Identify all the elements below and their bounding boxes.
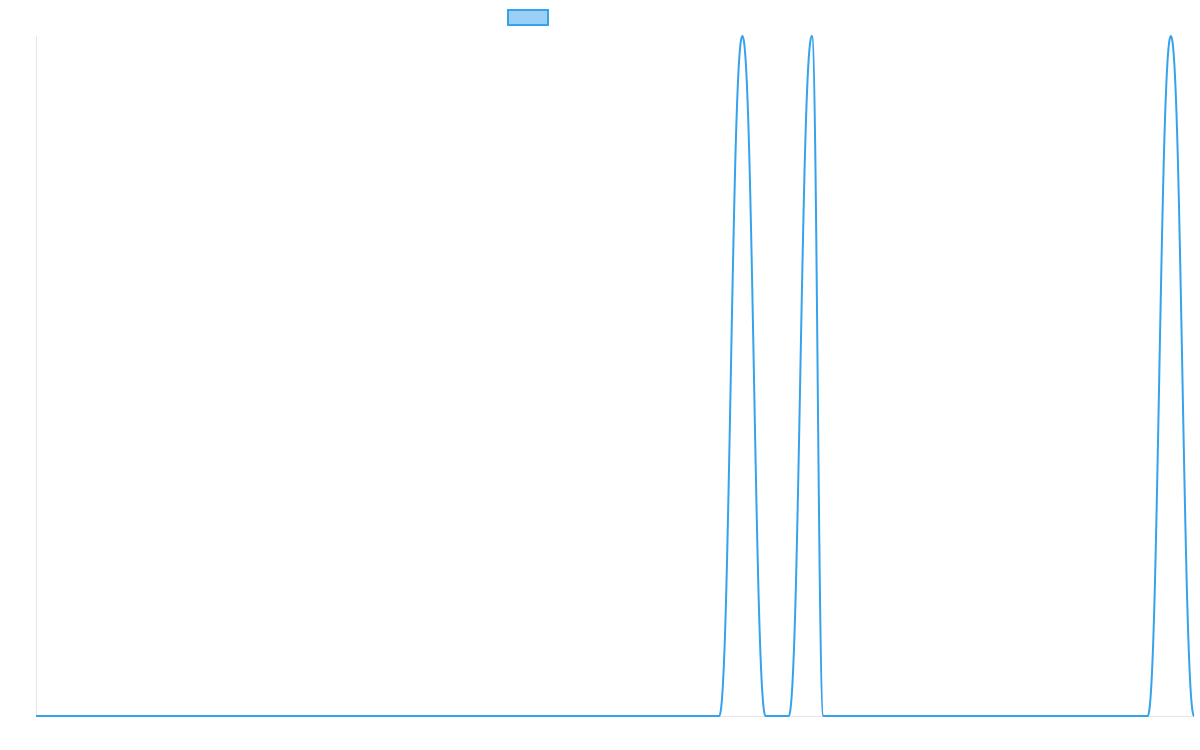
data-point-0-9[interactable] bbox=[887, 710, 899, 722]
data-point-0-4[interactable] bbox=[783, 710, 795, 722]
data-point-0-8[interactable] bbox=[864, 710, 876, 722]
data-point-0-0[interactable] bbox=[30, 710, 42, 722]
data-point-0-1[interactable] bbox=[713, 710, 725, 722]
series-line-0 bbox=[36, 34, 1195, 718]
series-layer bbox=[30, 30, 1200, 722]
data-point-0-11[interactable] bbox=[1165, 30, 1177, 42]
data-point-0-10[interactable] bbox=[1142, 710, 1154, 722]
data-point-0-5[interactable] bbox=[806, 30, 818, 42]
data-point-0-2[interactable] bbox=[736, 30, 748, 42]
legend[interactable] bbox=[507, 9, 549, 26]
data-point-0-12[interactable] bbox=[1188, 710, 1200, 722]
data-point-0-3[interactable] bbox=[760, 710, 772, 722]
legend-swatch[interactable] bbox=[507, 9, 549, 26]
data-point-0-6[interactable] bbox=[817, 710, 829, 722]
data-point-0-7[interactable] bbox=[841, 710, 853, 722]
